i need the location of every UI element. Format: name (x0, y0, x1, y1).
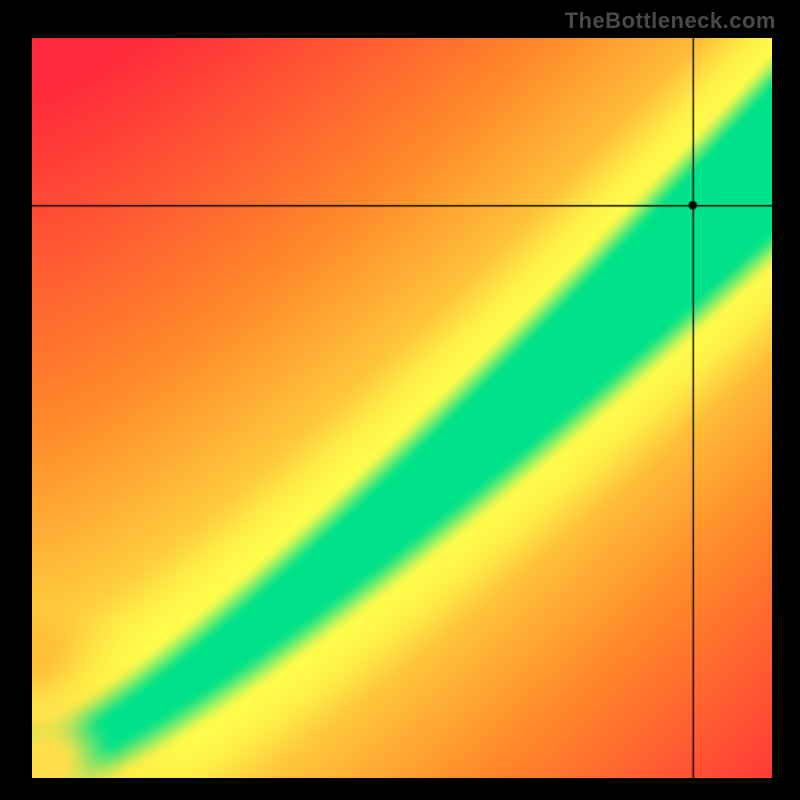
watermark-text: TheBottleneck.com (565, 8, 776, 34)
bottleneck-heatmap-container: { "watermark": "TheBottleneck.com", "cha… (0, 0, 800, 800)
bottleneck-heatmap (32, 38, 772, 778)
